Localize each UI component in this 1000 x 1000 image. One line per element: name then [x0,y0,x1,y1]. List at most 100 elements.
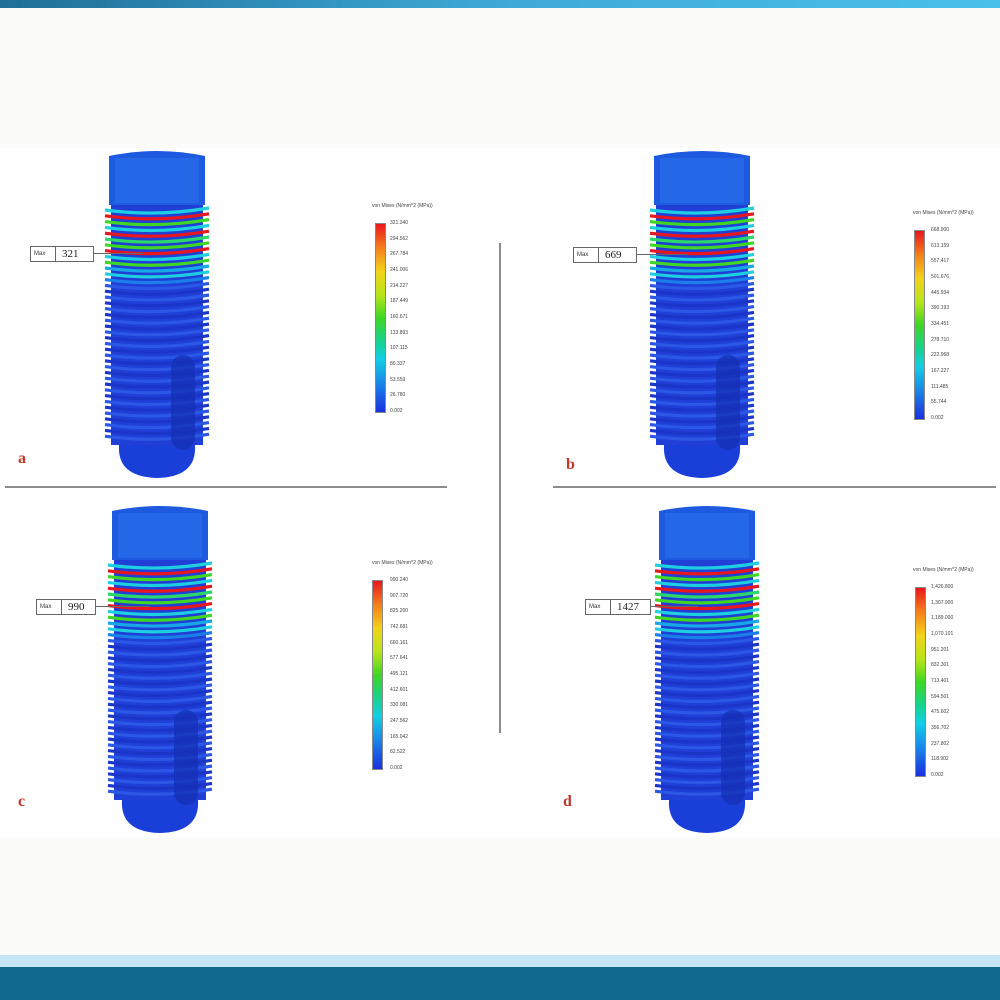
thread-ridge [649,351,755,360]
thread-ridge [654,694,760,704]
thread-ridge [654,752,760,762]
legend-tick-label: 825.200 [390,608,409,615]
thread-ridge [654,613,760,622]
thread-ridge [107,735,213,744]
thread-ridge [104,397,210,407]
thread-ridge [104,380,210,389]
thread-ridge [649,305,755,314]
thread-ridge [107,706,213,715]
thread-ridge [649,328,755,337]
thread-ridge [107,619,213,628]
thread-ridge [104,229,210,238]
implant-apex [668,800,746,833]
legend-tick-label: 1,070.101 [931,631,954,637]
legend-tick-label: 557.417 [931,258,950,265]
max-callout-value: 990 [61,600,95,614]
thread-ridge [649,339,755,349]
thread-ridge [107,631,213,640]
thread-ridge [104,432,210,441]
thread-ridge [649,432,755,441]
legend-tick-label: 832.301 [931,662,950,669]
legend-tick-label: 267.784 [390,251,409,258]
thread-ridge [107,770,213,779]
thread-ridge [104,334,210,343]
thread-ridge [654,758,760,767]
legend-tick-label: 82.522 [390,749,406,756]
thread-ridge [107,573,213,582]
thread-ridge [104,392,210,401]
thread-ridge [649,421,755,430]
thread-ridge [104,357,210,366]
thread-ridge [649,252,755,262]
thread-ridge [649,293,755,302]
thread-ridge [649,368,755,378]
thread-ridge [649,212,755,221]
thread-ridge [654,631,760,640]
legend-tick-label: 80.337 [390,361,406,367]
vertical-divider [499,243,501,733]
thread-ridge [107,758,213,767]
legend-tick-label: 1,189.000 [931,615,954,622]
thread-ridge [104,252,210,262]
legend-tick-label: 334.451 [931,321,950,327]
thread-ridge [107,694,213,704]
max-callout: Max 321 [30,246,94,262]
thread-ridge [649,403,755,412]
legend-tick-label: 577.641 [390,655,409,662]
thread-ridge [107,607,213,617]
top-accent-bar [0,0,1000,8]
thread-ridge [654,770,760,779]
thread-ridge [104,426,210,436]
thread-ridge [654,729,760,738]
thread-ridge [107,561,213,570]
thread-ridge [104,241,210,250]
thread-ridge [104,386,210,395]
thread-ridge [104,339,210,349]
legend-tick-label: 107.115 [390,345,408,352]
thread-ridge [104,299,210,308]
thread-ridge [654,677,760,686]
thread-ridge [104,403,210,412]
legend-tick-label: 167.227 [931,368,950,374]
thread-ridge [654,619,760,628]
legend-tick-label: 445.934 [931,289,950,296]
thread-ridge [104,206,210,215]
legend-tick-label: 0.002 [931,772,944,778]
legend-tick-label: 990.240 [390,577,409,583]
thread-ridge [654,584,760,593]
panel-letter: d [563,793,572,810]
thread-ridge [107,776,213,785]
thread-ridge [107,752,213,762]
legend-colorbar [372,580,383,770]
legend-title: von Mises (N/mm^2 (MPa)) [913,567,974,573]
thread-ridge [649,241,755,250]
horizontal-divider-right [553,486,996,488]
cap-highlight [115,158,199,203]
thread-ridge [649,409,755,418]
thread-ridge [107,665,213,675]
thread-ridge [104,223,210,233]
legend-tick-label: 0.002 [931,415,944,421]
thread-ridge [104,374,210,383]
thread-ridge [107,689,213,698]
legend-tick-label: 133.893 [390,329,409,336]
max-callout-label: Max [577,252,589,258]
max-callout-label: Max [589,604,601,610]
cap-highlight [665,513,749,558]
thread-ridge [649,287,755,296]
thread-ridge [104,345,210,354]
legend-tick-label: 111.485 [931,383,949,390]
thread-ridge [107,584,213,593]
thread-ridge [107,764,213,773]
thread-ridge [107,741,213,750]
thread-ridge [104,235,210,244]
thread-ridge [104,322,210,331]
panel-c: Max 990 von Mises (N/mm^2 (MPa)) 990.240… [0,503,500,848]
max-leader-line [95,606,150,607]
thread-ridge [107,578,213,588]
bottom-light-band [0,955,1000,967]
thread-ridge [649,334,755,343]
thread-ridge [654,781,760,791]
thread-ridge [654,636,760,646]
thread-ridge [107,660,213,669]
